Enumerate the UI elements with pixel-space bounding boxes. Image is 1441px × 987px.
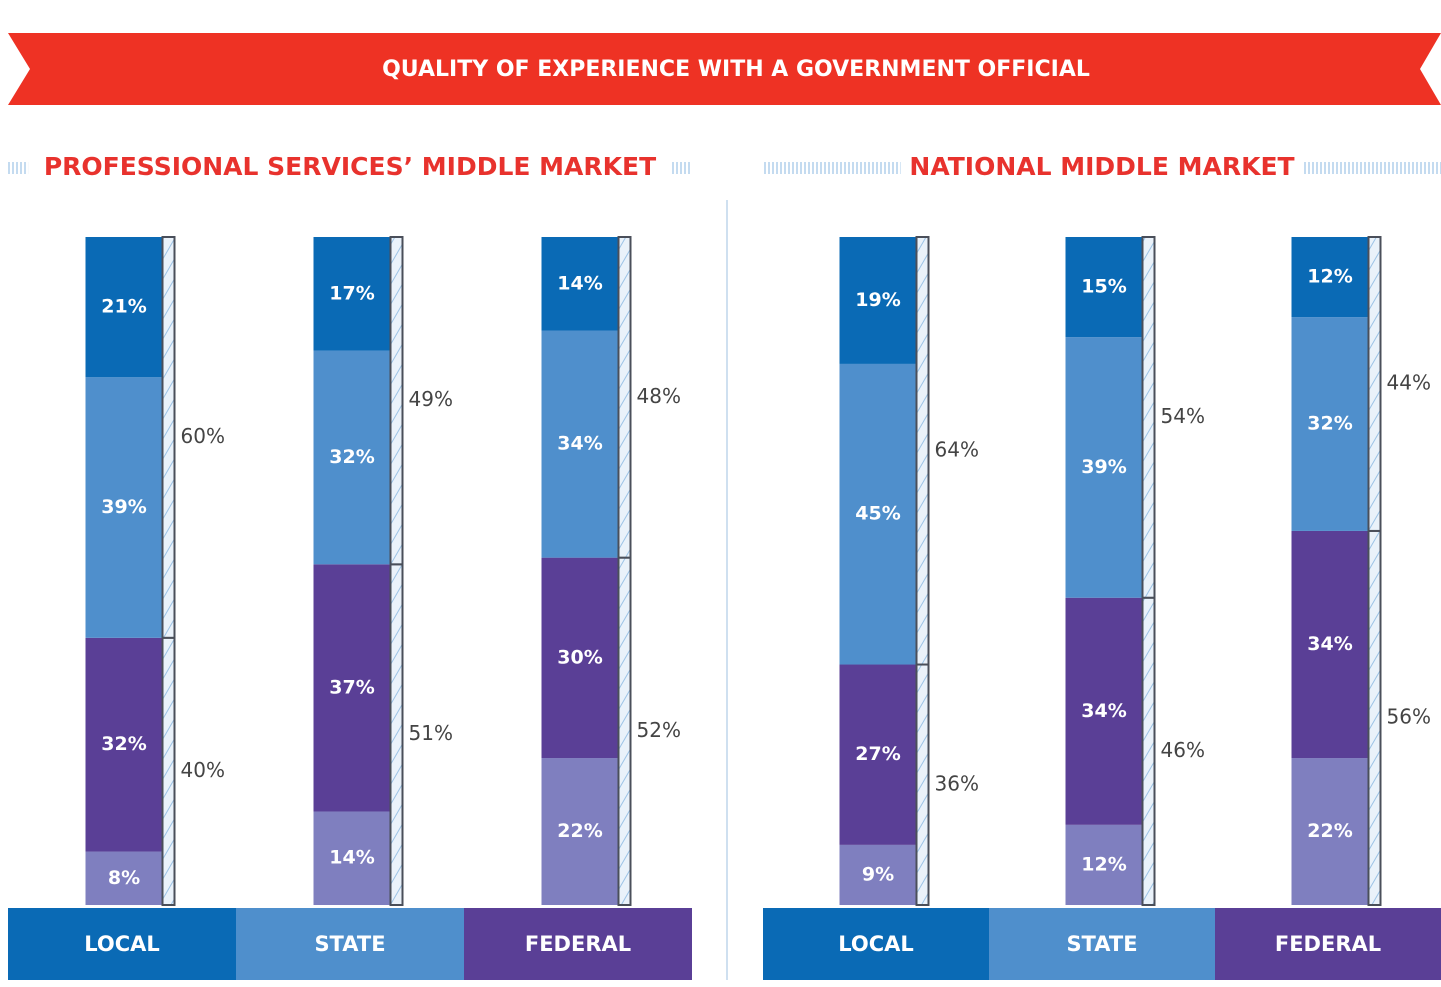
category-label: FEDERAL <box>1275 932 1381 956</box>
bracket-label: 48% <box>637 384 681 408</box>
bracket-label: 36% <box>935 771 979 795</box>
chart-title: NATIONAL MIDDLE MARKET <box>909 152 1294 181</box>
bar-segment <box>85 851 163 905</box>
bar-segment <box>1291 237 1369 318</box>
category-label: STATE <box>314 932 385 956</box>
segment-label: 37% <box>329 676 374 698</box>
segment-label: 15% <box>1081 276 1126 298</box>
segment-label: 32% <box>329 446 374 468</box>
segment-label: 45% <box>855 503 900 525</box>
bracket-label: 44% <box>1387 370 1431 394</box>
bracket <box>1367 236 1382 532</box>
bracket <box>915 236 930 666</box>
bar-segment <box>1065 824 1143 905</box>
bracket-label: 64% <box>935 437 979 461</box>
bracket <box>915 663 930 907</box>
bar-segment <box>313 811 391 905</box>
category-cell <box>1215 908 1441 980</box>
bar-segment <box>541 557 619 759</box>
category-cell <box>989 908 1215 980</box>
category-cell <box>763 908 989 980</box>
title-backdrop <box>900 150 1304 186</box>
category-cell <box>464 908 692 980</box>
bracket <box>1141 236 1156 599</box>
segment-label: 39% <box>1081 456 1126 478</box>
segment-label: 27% <box>855 743 900 765</box>
bracket-label: 52% <box>637 718 681 742</box>
banner-title: QUALITY OF EXPERIENCE WITH A GOVERNMENT … <box>382 57 1090 82</box>
bar-segment <box>313 237 391 351</box>
bracket <box>389 236 404 566</box>
bar-segment <box>1065 337 1143 598</box>
bar-segment <box>541 758 619 905</box>
bracket-label: 54% <box>1161 404 1205 428</box>
category-cell <box>236 908 464 980</box>
bar-segment <box>839 237 917 364</box>
bracket-label: 60% <box>181 424 225 448</box>
bracket-label: 46% <box>1161 738 1205 762</box>
segment-label: 19% <box>855 289 900 311</box>
bar-segment <box>1291 530 1369 759</box>
segment-label: 14% <box>329 847 374 869</box>
bracket <box>161 236 176 639</box>
bracket-label: 49% <box>409 387 453 411</box>
bracket <box>1367 529 1382 906</box>
charts: PROFESSIONAL SERVICES’ MIDDLE MARKET LOCA… <box>8 150 1441 980</box>
bar-segment <box>541 237 619 331</box>
segment-label: 22% <box>1307 820 1352 842</box>
title-backdrop <box>28 150 672 186</box>
segment-label: 39% <box>101 496 146 518</box>
bar-segment <box>85 637 163 852</box>
bar-segment <box>839 844 917 905</box>
segment-label: 14% <box>557 272 602 294</box>
segment-label: 30% <box>557 646 602 668</box>
bar-segment <box>313 350 391 565</box>
bracket <box>161 636 176 906</box>
segment-label: 22% <box>557 820 602 842</box>
category-label: STATE <box>1066 932 1137 956</box>
category-label: FEDERAL <box>525 932 631 956</box>
bar-segment <box>1291 758 1369 905</box>
bracket-label: 40% <box>181 758 225 782</box>
bar-segment <box>541 330 619 558</box>
segment-label: 34% <box>557 433 602 455</box>
segment-label: 9% <box>862 863 894 885</box>
bracket-label: 56% <box>1387 704 1431 728</box>
segment-label: 34% <box>1081 700 1126 722</box>
segment-label: 34% <box>1307 633 1352 655</box>
bracket <box>617 236 632 559</box>
segment-label: 12% <box>1081 853 1126 875</box>
category-label: LOCAL <box>84 932 160 956</box>
bar-segment <box>85 237 163 378</box>
bar-segment <box>1065 237 1143 338</box>
bracket-label: 51% <box>409 721 453 745</box>
bar-segment <box>1065 597 1143 825</box>
bar-segment <box>839 363 917 665</box>
bar-segment <box>839 664 917 845</box>
bar-segment <box>313 564 391 812</box>
bracket <box>1141 596 1156 906</box>
bracket <box>617 556 632 906</box>
bar-segment <box>85 377 163 638</box>
banner <box>8 33 1441 105</box>
segment-label: 17% <box>329 282 374 304</box>
segment-label: 32% <box>1307 413 1352 435</box>
bracket <box>389 563 404 906</box>
segment-label: 8% <box>108 867 140 889</box>
segment-label: 12% <box>1307 266 1352 288</box>
segment-label: 21% <box>101 296 146 318</box>
category-label: LOCAL <box>838 932 914 956</box>
bar-segment <box>1291 317 1369 531</box>
chart-title: PROFESSIONAL SERVICES’ MIDDLE MARKET <box>44 152 656 181</box>
segment-label: 32% <box>101 733 146 755</box>
category-cell <box>8 908 236 980</box>
